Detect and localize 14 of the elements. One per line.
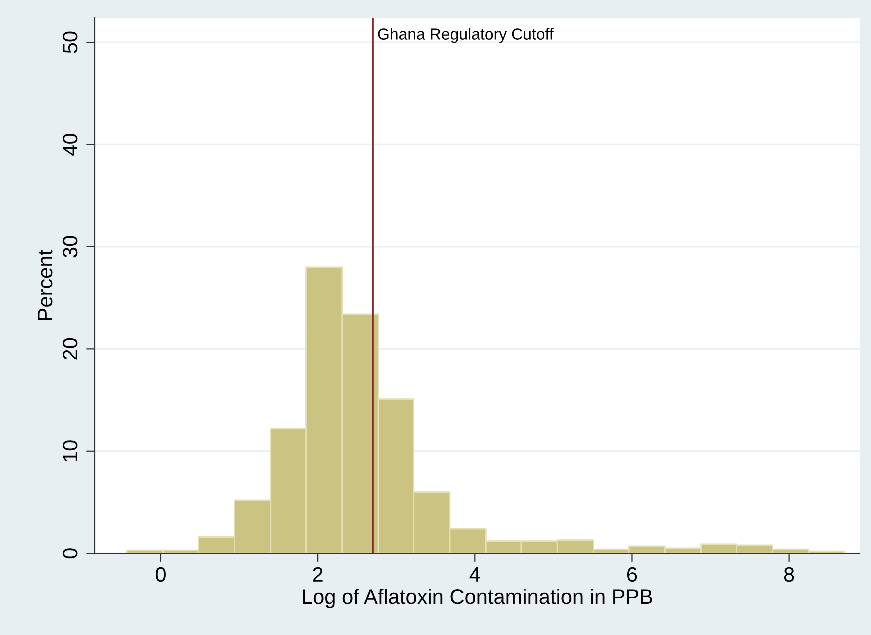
y-tick-label: 30	[62, 236, 78, 258]
y-tick-label: 10	[62, 440, 78, 462]
x-tick-label: 8	[784, 567, 794, 582]
x-tick-label: 4	[470, 568, 480, 582]
ref-line-label: Ghana Regulatory Cutoff	[378, 28, 554, 44]
y-tick-label: 20	[62, 338, 78, 360]
x-tick-label: 0	[156, 567, 166, 582]
y-tick-label: 0	[62, 548, 78, 559]
y-axis-title: Percent	[38, 250, 53, 320]
x-axis-title: Log of Aflatoxin Contamination in PPB	[303, 588, 652, 608]
x-tick-label: 6	[627, 567, 638, 582]
y-tick-label: 40	[62, 134, 78, 156]
y-tick-label: 50	[62, 32, 78, 54]
x-tick-label: 2	[313, 567, 323, 582]
